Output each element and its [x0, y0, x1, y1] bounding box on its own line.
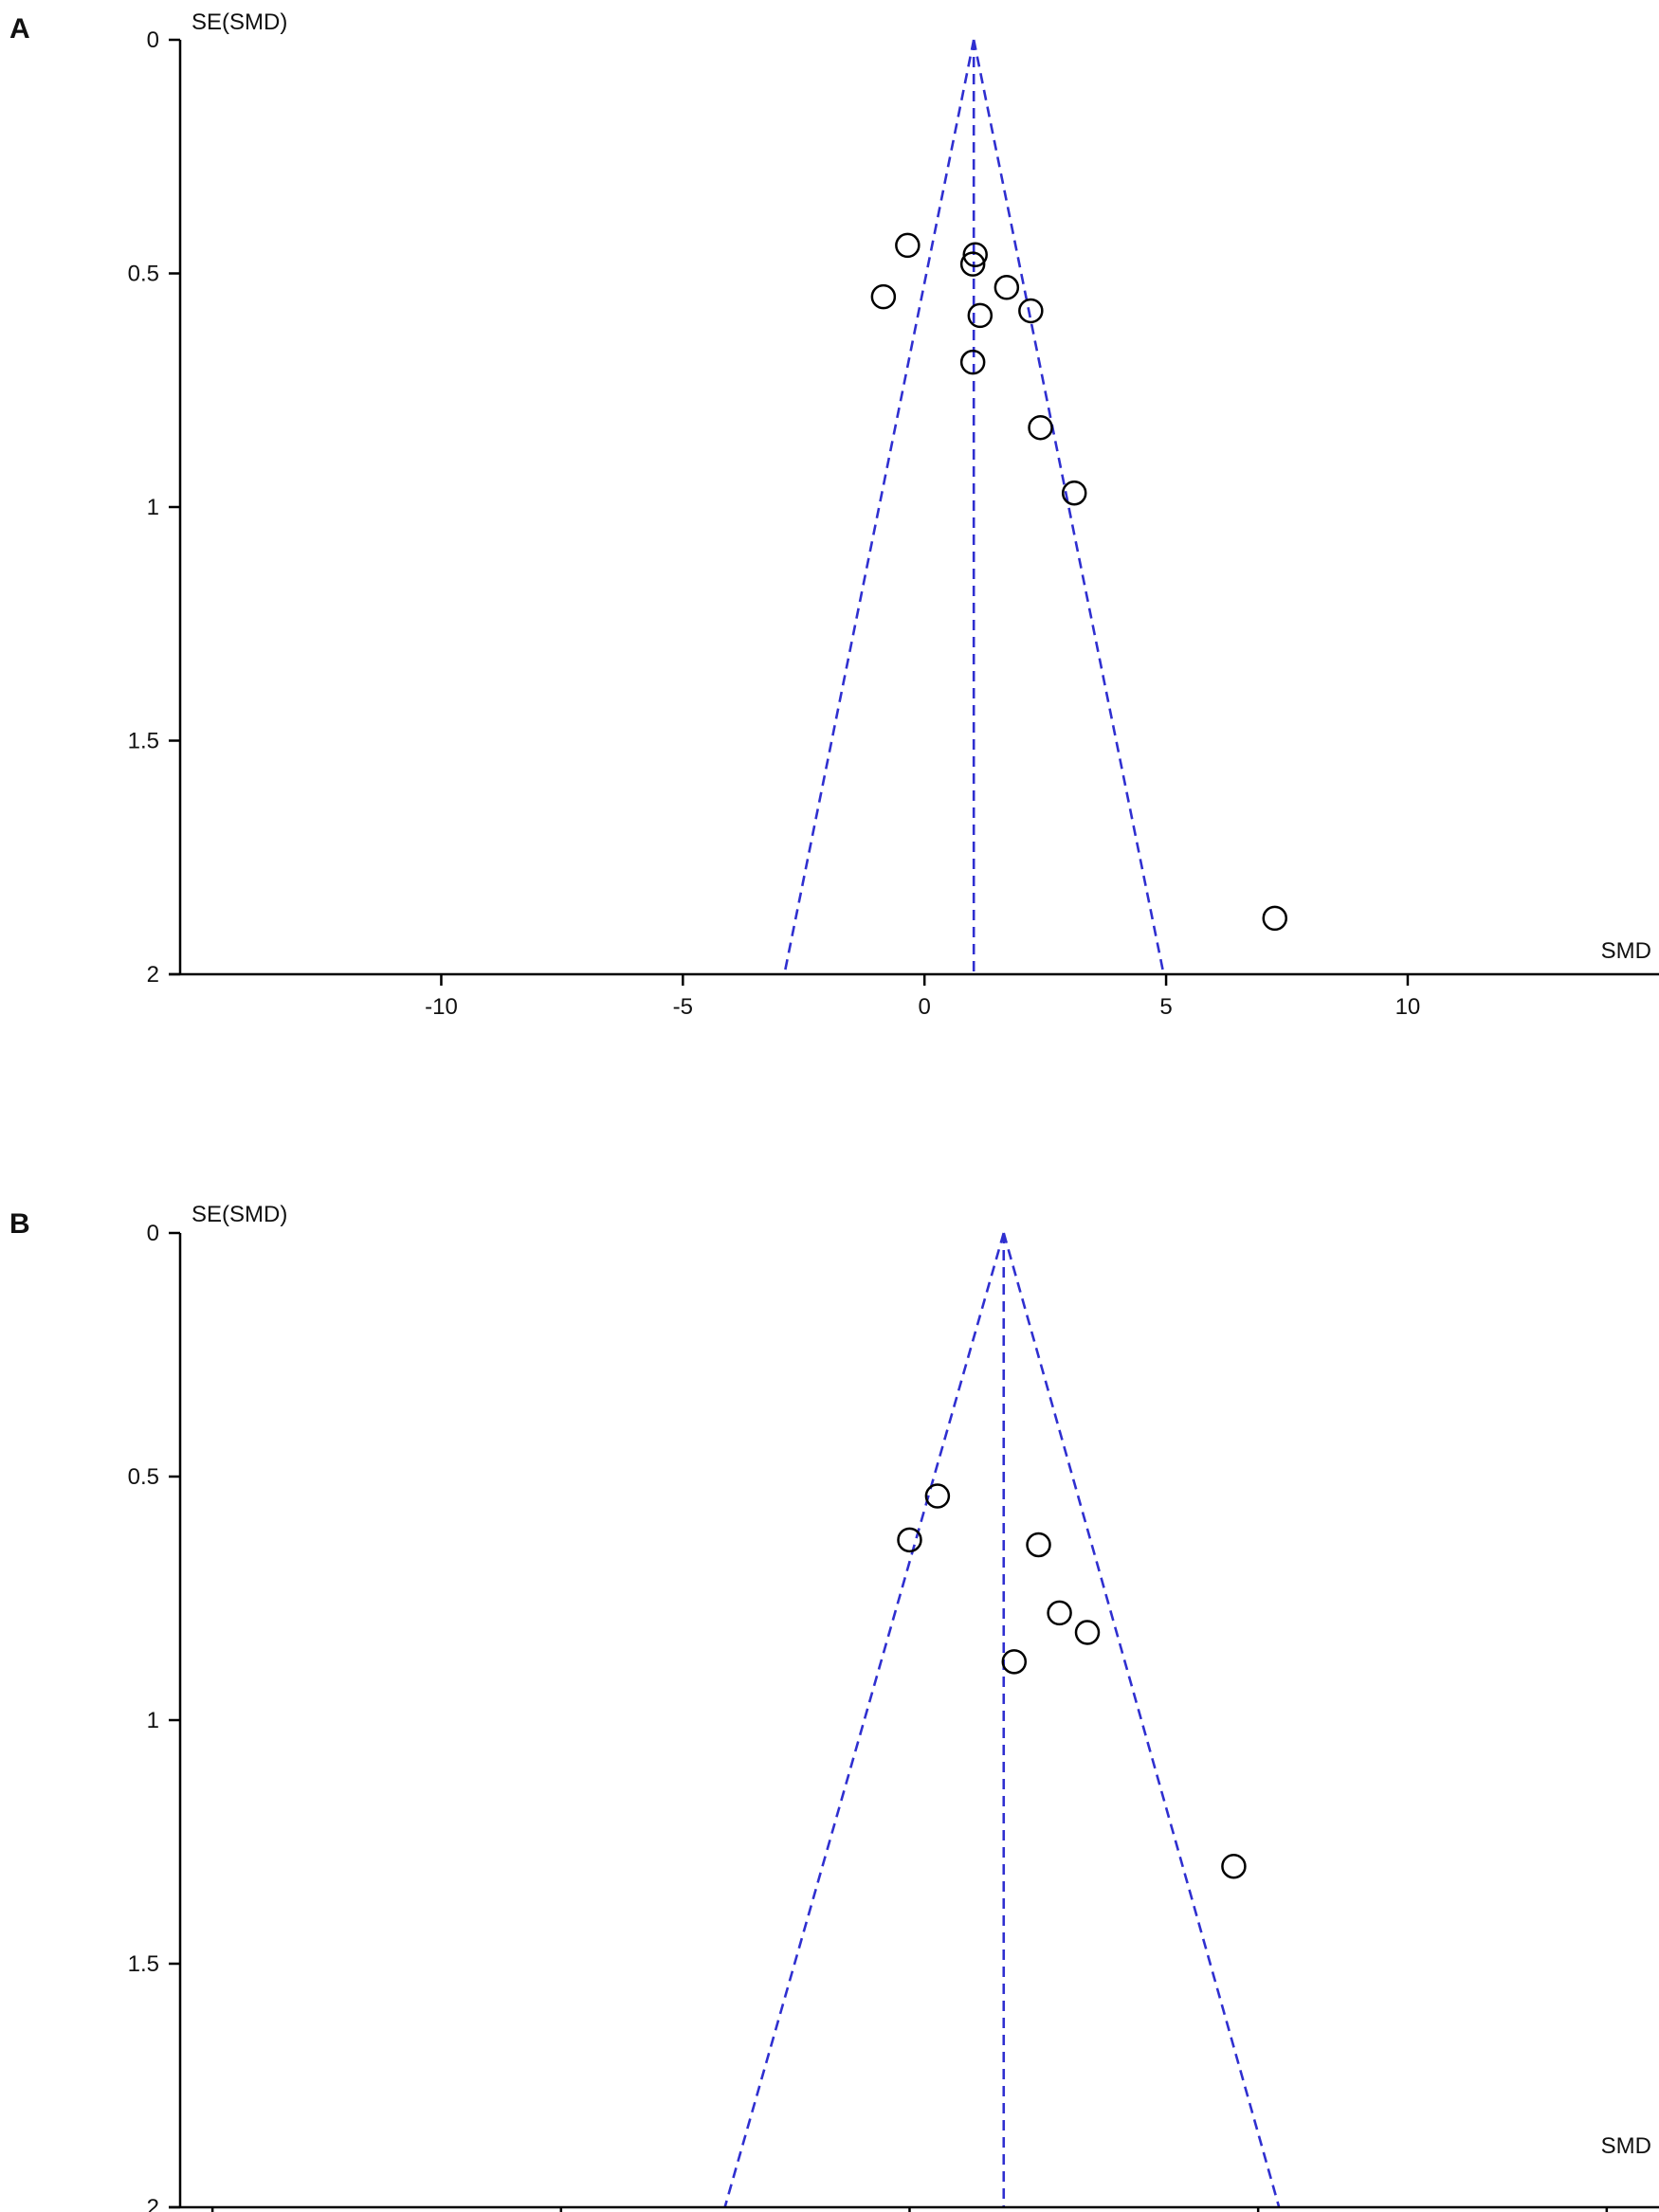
panel-b-y-tick-label: 0.5	[128, 1464, 159, 1490]
panel-b-study-points	[897, 1483, 1247, 1879]
panel-a-study-point	[1028, 414, 1053, 441]
panel-a-x-tick-label: 10	[1395, 994, 1421, 1020]
panel-a-x-axis-title: SMD	[1601, 938, 1651, 964]
panel-a-x-tick-label: 5	[1159, 994, 1172, 1020]
panel-b-study-point	[1001, 1649, 1028, 1675]
panel-b-study-point	[897, 1527, 922, 1553]
panel-b-x-axis-title: SMD	[1601, 2133, 1651, 2159]
panel-a-x-tick-label: -10	[425, 994, 458, 1020]
panel-b-funnel-lines	[723, 1232, 1281, 2208]
panel-b-y-tick-label: 0	[147, 1221, 159, 1246]
panel-a-funnel-left-boundary	[783, 39, 975, 975]
panel-a-y-tick-label: 0	[147, 27, 159, 53]
panel-a-x-tick-label: 0	[919, 994, 931, 1020]
panel-a-x-tick-label: -5	[673, 994, 693, 1020]
panel-a-study-point	[1018, 298, 1044, 324]
panel-a-study-point	[870, 283, 897, 310]
panel-b-study-point	[1026, 1532, 1051, 1558]
panel-b-study-point	[1221, 1853, 1247, 1879]
panel-a-label: A	[9, 13, 30, 45]
panel-a-study-point	[959, 251, 986, 277]
panel-b-y-axis-title: SE(SMD)	[191, 1202, 287, 1227]
panel-b-study-point	[924, 1483, 951, 1509]
panel-b-study-point	[1074, 1620, 1101, 1645]
panel-b-funnel-right-boundary	[1002, 1232, 1281, 2208]
panel-a-funnel-right-boundary	[972, 39, 1165, 975]
panel-b-study-point	[1047, 1600, 1072, 1626]
panel-a-study-point	[967, 302, 994, 329]
panel-a-y-tick-label: 1.5	[128, 729, 159, 754]
panel-a-study-point	[962, 242, 988, 268]
panel-a-axes: 0 0.5 1 1.5 2 -10 -5 0 5 10	[128, 27, 1659, 1020]
panel-a-study-point	[959, 349, 986, 375]
panel-a-y-tick-label: 1	[147, 495, 159, 520]
panel-a-study-point	[1061, 480, 1087, 506]
panel-a-y-tick-label: 0.5	[128, 262, 159, 287]
panel-a-study-point	[994, 275, 1020, 300]
panel-b-y-tick-label: 1.5	[128, 1951, 159, 1977]
panel-b-label: B	[9, 1208, 30, 1240]
panel-a-study-points	[870, 232, 1288, 932]
panel-a-y-tick-label: 2	[147, 962, 159, 988]
panel-a-funnel-lines	[783, 39, 1165, 975]
panel-a-funnel-plot: A SE(SMD) SMD 0 0.5 1 1.5 2 -10 -5 0 5 10	[9, 9, 1659, 1020]
panel-a-study-point	[1262, 905, 1288, 932]
panel-b-funnel-left-boundary	[723, 1232, 1006, 2208]
panel-b-y-tick-label: 1	[147, 1708, 159, 1733]
panel-a-study-point	[895, 232, 921, 259]
panel-b-y-tick-label: 2	[147, 2195, 159, 2212]
panel-a-y-axis-title: SE(SMD)	[191, 9, 287, 35]
